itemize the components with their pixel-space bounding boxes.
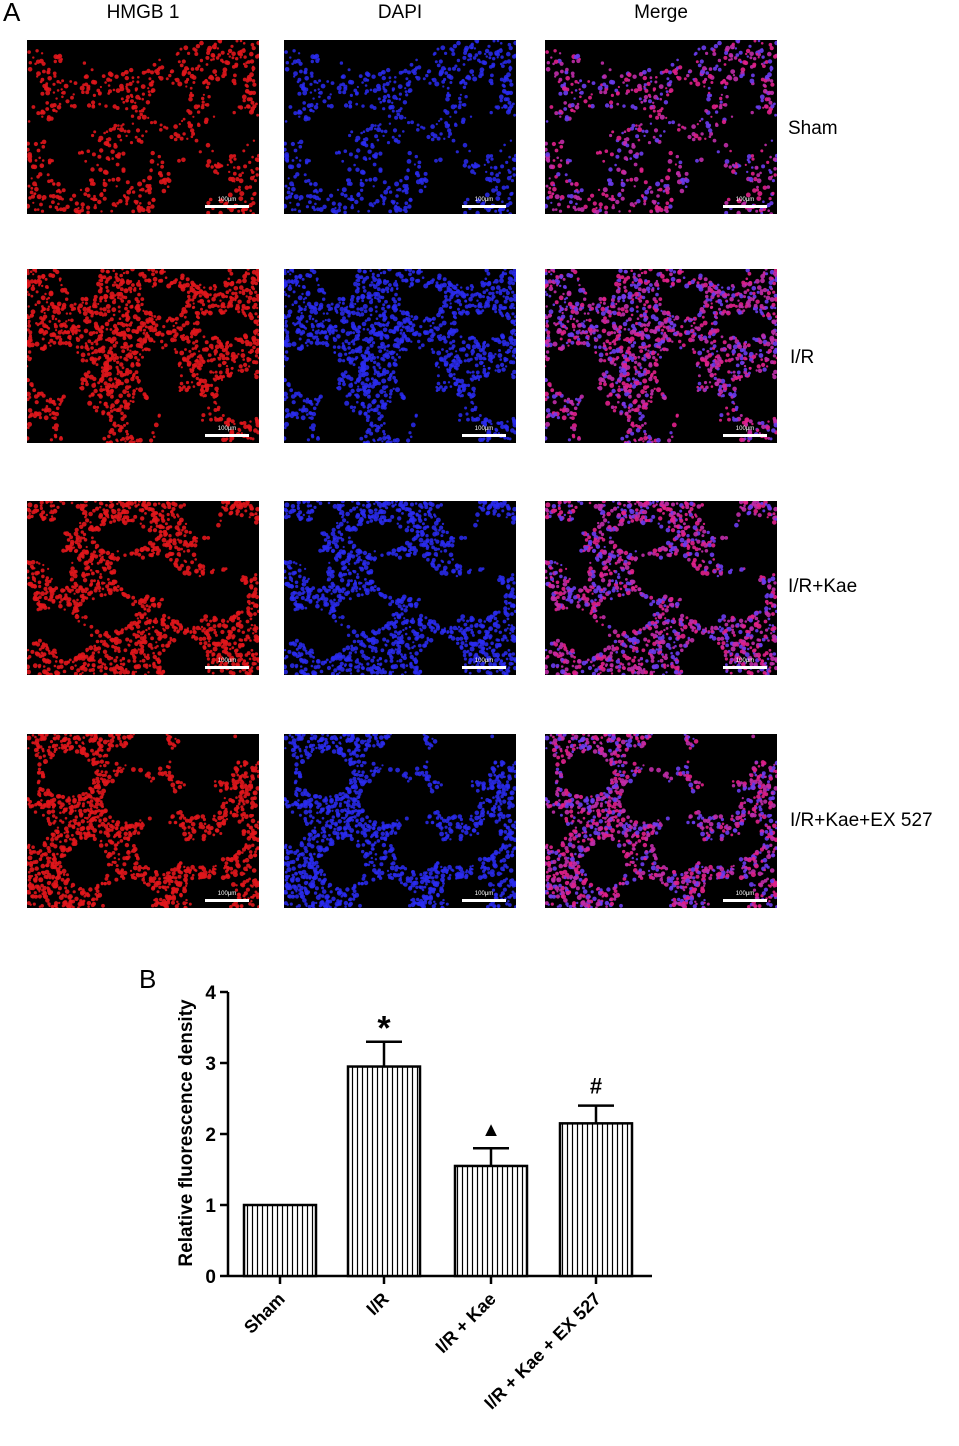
scale-bar-label: 100μm bbox=[217, 658, 237, 664]
micrograph-image bbox=[545, 40, 777, 214]
y-tick-label: 0 bbox=[205, 1267, 216, 1288]
significance-hash: # bbox=[590, 1074, 602, 1099]
significance-triangle: ▲ bbox=[481, 1119, 501, 1141]
micrograph-merge-ir: 100μm bbox=[545, 269, 777, 443]
scale-bar-label: 100μm bbox=[474, 426, 494, 432]
y-tick-label: 4 bbox=[205, 983, 216, 1004]
scale-bar-label: 100μm bbox=[735, 426, 755, 432]
row-label-ir-kae: I/R+Kae bbox=[788, 576, 858, 597]
scale-bar-line bbox=[462, 666, 506, 669]
row-label-ir-kae-ex527: I/R+Kae+EX 527 bbox=[790, 810, 933, 831]
micrograph-hmgb1-ir-kae-ex527: 100μm bbox=[27, 734, 259, 908]
scale-bar-line bbox=[462, 205, 506, 208]
micrograph-image bbox=[545, 269, 777, 443]
scale-bar-label: 100μm bbox=[474, 891, 494, 897]
scale-bar-line bbox=[723, 899, 767, 902]
scale-bar: 100μm bbox=[723, 426, 767, 437]
micrograph-image bbox=[27, 269, 259, 443]
scale-bar-line bbox=[205, 666, 249, 669]
scale-bar: 100μm bbox=[723, 197, 767, 208]
y-tick-label: 2 bbox=[205, 1125, 216, 1146]
scale-bar-line bbox=[723, 666, 767, 669]
x-tick-label: I/R + Kae + EX 527 bbox=[480, 1289, 605, 1414]
micrograph-image bbox=[545, 734, 777, 908]
micrograph-dapi-ir-kae-ex527: 100μm bbox=[284, 734, 516, 908]
micrograph-dapi-sham: 100μm bbox=[284, 40, 516, 214]
scale-bar-line bbox=[723, 205, 767, 208]
micrograph-image bbox=[27, 40, 259, 214]
column-header-merge: Merge bbox=[634, 2, 688, 23]
scale-bar: 100μm bbox=[462, 658, 506, 669]
scale-bar: 100μm bbox=[462, 891, 506, 902]
y-axis-label: Relative fluorescence density bbox=[176, 999, 197, 1267]
scale-bar: 100μm bbox=[205, 426, 249, 437]
scale-bar-label: 100μm bbox=[217, 197, 237, 203]
y-tick-label: 1 bbox=[205, 1196, 216, 1217]
scale-bar-line bbox=[205, 899, 249, 902]
y-tick-label: 3 bbox=[205, 1054, 216, 1075]
row-label-ir: I/R bbox=[790, 347, 815, 368]
column-header-dapi: DAPI bbox=[377, 2, 423, 23]
bar bbox=[346, 1065, 422, 1278]
scale-bar: 100μm bbox=[205, 891, 249, 902]
x-tick-label: Sham bbox=[240, 1289, 289, 1338]
micrograph-image bbox=[284, 734, 516, 908]
micrograph-merge-ir-kae-ex527: 100μm bbox=[545, 734, 777, 908]
micrograph-merge-ir-kae: 100μm bbox=[545, 501, 777, 675]
scale-bar-line bbox=[205, 434, 249, 437]
micrograph-image bbox=[27, 734, 259, 908]
scale-bar-line bbox=[462, 899, 506, 902]
micrograph-dapi-ir-kae: 100μm bbox=[284, 501, 516, 675]
scale-bar-line bbox=[723, 434, 767, 437]
bar bbox=[242, 1203, 318, 1278]
scale-bar-label: 100μm bbox=[474, 197, 494, 203]
scale-bar: 100μm bbox=[462, 197, 506, 208]
scale-bar: 100μm bbox=[462, 426, 506, 437]
bar bbox=[558, 1122, 634, 1278]
x-tick-label: I/R bbox=[362, 1289, 392, 1319]
bar bbox=[453, 1164, 529, 1278]
micrograph-image bbox=[284, 40, 516, 214]
micrograph-hmgb1-ir: 100μm bbox=[27, 269, 259, 443]
scale-bar-label: 100μm bbox=[735, 891, 755, 897]
row-label-sham: Sham bbox=[788, 118, 838, 139]
scale-bar-line bbox=[462, 434, 506, 437]
column-header-hmgb1: HMGB 1 bbox=[106, 2, 180, 23]
micrograph-hmgb1-sham: 100μm bbox=[27, 40, 259, 214]
scale-bar: 100μm bbox=[205, 658, 249, 669]
scale-bar: 100μm bbox=[723, 891, 767, 902]
significance-asterisk: * bbox=[377, 1010, 391, 1048]
micrograph-image bbox=[284, 501, 516, 675]
scale-bar-label: 100μm bbox=[735, 658, 755, 664]
scale-bar-label: 100μm bbox=[735, 197, 755, 203]
panel-b-label: B bbox=[139, 964, 157, 994]
micrograph-image bbox=[284, 269, 516, 443]
scale-bar-label: 100μm bbox=[474, 658, 494, 664]
scale-bar-label: 100μm bbox=[217, 891, 237, 897]
scale-bar: 100μm bbox=[205, 197, 249, 208]
scale-bar-line bbox=[205, 205, 249, 208]
x-tick-label: I/R + Kae bbox=[432, 1289, 500, 1357]
scale-bar: 100μm bbox=[723, 658, 767, 669]
micrograph-dapi-ir: 100μm bbox=[284, 269, 516, 443]
micrograph-image bbox=[545, 501, 777, 675]
micrograph-image bbox=[27, 501, 259, 675]
micrograph-hmgb1-ir-kae: 100μm bbox=[27, 501, 259, 675]
micrograph-merge-sham: 100μm bbox=[545, 40, 777, 214]
scale-bar-label: 100μm bbox=[217, 426, 237, 432]
panel-a-label: A bbox=[3, 0, 21, 27]
